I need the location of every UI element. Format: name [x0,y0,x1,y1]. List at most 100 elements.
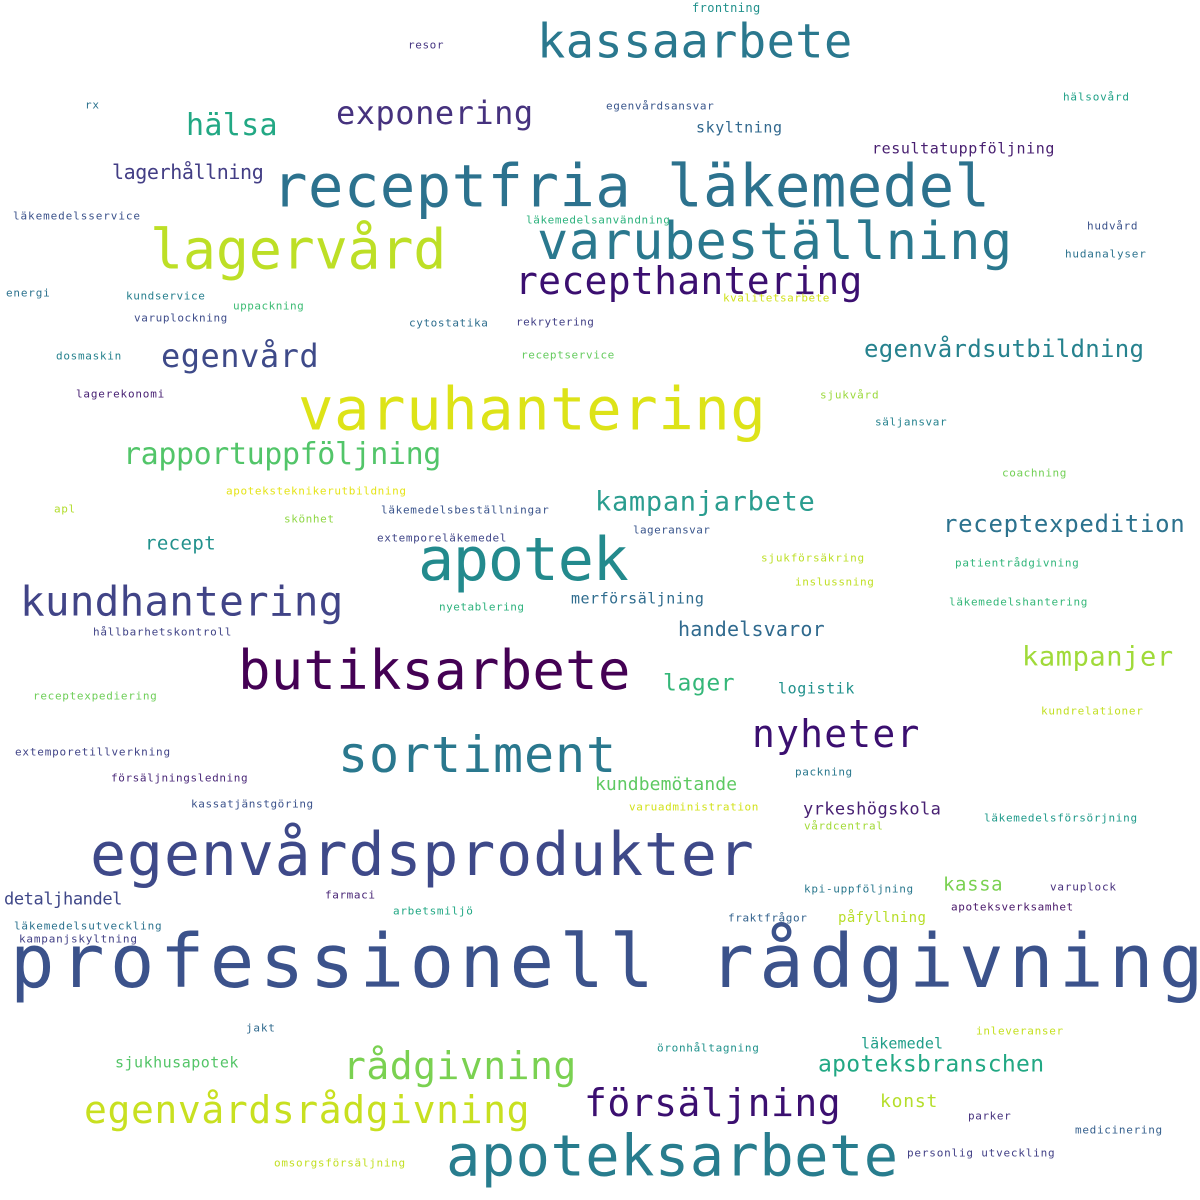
word-cloud-word: läkemedelsutveckling [14,919,163,933]
word-cloud-word: hudvård [1087,219,1139,233]
word-cloud-word: varubeställning [537,212,1013,272]
word-cloud-word: receptservice [521,348,615,362]
word-cloud-word: kundservice [126,289,206,303]
word-cloud-word: försäljningsledning [111,771,249,785]
word-cloud-word: hudanalyser [1065,247,1147,261]
word-cloud-word: nyheter [752,712,921,756]
word-cloud-word: kundbemötande [595,774,738,795]
word-cloud-word: egenvårdsrådgivning [84,1088,531,1132]
word-cloud-word: kassaarbete [537,14,853,70]
word-cloud-word: extemporeläkemedel [377,531,508,545]
word-cloud-word: apoteksarbete [446,1123,899,1190]
word-cloud-word: läkemedelsservice [13,209,141,223]
word-cloud-word: medicinering [1075,1123,1163,1137]
word-cloud-word: säljansvar [875,415,948,429]
word-cloud-word: varuplockning [134,311,228,325]
word-cloud-word: kampanjarbete [595,486,816,518]
word-cloud-word: receptexpedition [943,510,1186,538]
word-cloud-word: cytostatika [409,316,489,330]
word-cloud-word: handelsvaror [678,617,825,641]
word-cloud-word: sjukförsäkring [761,551,865,565]
word-cloud-word: resor [408,38,445,52]
word-cloud-word: kpi-uppföljning [804,882,914,896]
word-cloud-word: resultatuppföljning [872,139,1055,158]
word-cloud-word: energi [6,286,51,300]
word-cloud-word: extemporetillverkning [15,745,171,759]
word-cloud-word: öronhåltagning [657,1041,760,1055]
word-cloud-word: konst [880,1091,939,1112]
word-cloud-word: yrkeshögskola [803,799,942,820]
word-cloud-word: apl [54,502,76,516]
word-cloud-word: egenvårdsutbildning [864,335,1145,363]
word-cloud-word: logistik [778,679,856,698]
word-cloud-word: inslussning [795,575,875,589]
word-cloud-word: nyetablering [439,600,525,614]
word-cloud-word: skyltning [696,118,783,137]
word-cloud-word: rapportuppföljning [123,437,441,472]
word-cloud-word: uppackning [233,299,305,313]
word-cloud-word: rekrytering [516,315,595,329]
word-cloud-word: läkemedelsbeställningar [381,503,550,517]
word-cloud-word: arbetsmiljö [393,904,474,918]
word-cloud-word: recepthantering [515,259,863,303]
word-cloud-word: varuhantering [298,374,767,444]
word-cloud-word: exponering [336,94,534,132]
word-cloud-word: varuadministration [629,800,760,814]
word-cloud-word: kassa [943,873,1004,896]
word-cloud-word: kassatjänstgöring [191,797,314,811]
word-cloud-word: läkemedelsförsörjning [984,811,1138,825]
word-cloud-word: kundhantering [20,577,344,626]
word-cloud-word: hållbarhetskontroll [93,625,233,639]
word-cloud-word: egenvård [161,337,320,375]
word-cloud-word: egenvårdsprodukter [90,820,755,890]
word-cloud-word: fraktfrågor [728,911,808,925]
word-cloud-word: försäljning [584,1081,842,1125]
word-cloud-word: parker [968,1109,1012,1123]
word-cloud-word: lagervård [150,217,447,282]
word-cloud-word: butiksarbete [238,639,631,702]
word-cloud-word: apotek [418,525,629,595]
word-cloud-word: frontning [692,1,761,15]
word-cloud-word: sjukvård [820,388,880,402]
word-cloud-word: läkemedelsanvändning [526,213,671,227]
word-cloud-word: farmaci [325,888,376,902]
word-cloud-word: apoteksverksamhet [951,900,1074,914]
word-cloud-word: receptfria läkemedel [272,151,991,221]
word-cloud-word: receptexpediering [33,689,158,703]
word-cloud-word: inleveranser [976,1024,1064,1038]
word-cloud-word: apoteksteknikerutbildning [226,484,407,498]
word-cloud-word: påfyllning [838,910,927,926]
word-cloud-word: hälsa [186,108,278,143]
word-cloud-word: hälsovård [1063,90,1130,104]
word-cloud-word: omsorgsförsäljning [274,1156,406,1170]
word-cloud-word: detaljhandel [4,889,123,910]
word-cloud-word: apoteksbranschen [818,1051,1045,1078]
word-cloud-word: kampanjer [1022,641,1174,673]
word-cloud-word: rådgivning [343,1044,577,1088]
word-cloud-word: merförsäljning [571,589,705,608]
word-cloud-word: rx [85,98,100,112]
word-cloud-word: recept [145,532,217,555]
word-cloud-word: lagerhållning [112,160,264,184]
word-cloud-word: jakt [246,1021,276,1035]
word-cloud-word: kvalitetsarbete [723,291,830,305]
word-cloud-word: varuplock [1050,880,1117,894]
word-cloud-word: läkemedel [861,1034,944,1053]
word-cloud-word: skönhet [284,512,335,526]
word-cloud-word: egenvårdsansvar [606,99,715,113]
word-cloud-word: lager [663,670,736,697]
word-cloud-word: personlig utveckling [907,1146,1056,1160]
word-cloud-word: professionell rådgivning [10,919,1200,1005]
word-cloud-word: patientrådgivning [955,556,1080,570]
word-cloud-word: läkemedelshantering [949,595,1089,609]
word-cloud-word: kundrelationer [1041,704,1144,718]
word-cloud-word: sjukhusapotek [115,1053,239,1072]
word-cloud-word: vårdcentral [804,819,884,833]
word-cloud-word: kampanjskyltning [19,932,138,946]
word-cloud-word: dosmaskin [56,349,122,363]
word-cloud-word: lageransvar [633,523,711,537]
word-cloud-word: sortiment [338,726,618,784]
word-cloud-word: packning [795,765,853,779]
word-cloud-word: lagerekonomi [76,387,166,401]
